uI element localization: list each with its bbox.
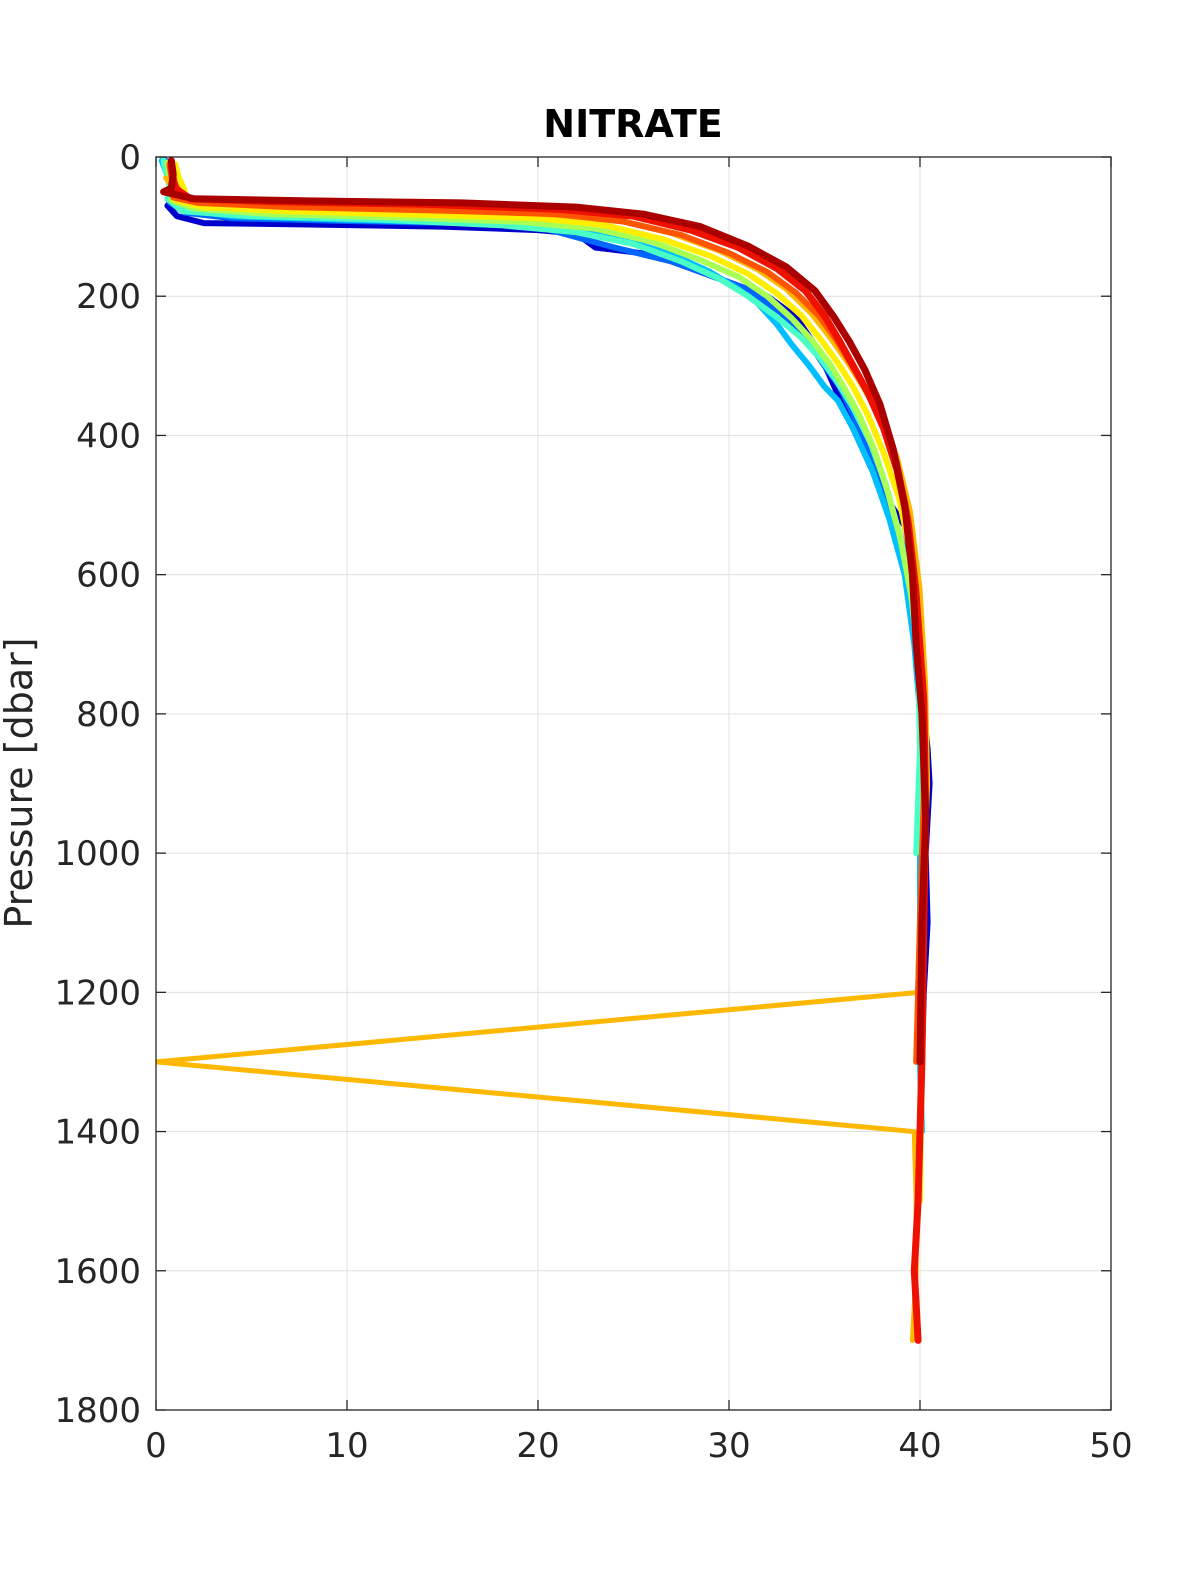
chart-title: NITRATE [543, 102, 722, 146]
y-tick-label: 1600 [54, 1252, 141, 1292]
series-lines [156, 157, 933, 1344]
series-line-2 [162, 157, 929, 926]
y-tick-label: 600 [76, 556, 141, 596]
axis-ticks [155, 156, 1112, 1411]
y-tick-label: 1800 [54, 1391, 141, 1431]
y-tick-label: 1400 [54, 1113, 141, 1153]
y-tick-label: 400 [76, 416, 141, 456]
y-axis-label: Pressure [dbar] [0, 637, 41, 928]
x-tick-label: 20 [516, 1426, 559, 1466]
plot-area-frame [155, 156, 1112, 1411]
x-tick-label: 50 [1089, 1426, 1132, 1466]
y-tick-label: 1200 [54, 973, 141, 1013]
series-line-10 [160, 157, 930, 1066]
y-tick-label: 1000 [54, 834, 141, 874]
x-tick-label: 40 [898, 1426, 941, 1466]
grid-lines [155, 156, 1112, 1411]
x-tick-label: 10 [325, 1426, 368, 1466]
y-tick-label: 0 [119, 138, 141, 178]
x-tick-label: 0 [145, 1426, 167, 1466]
y-tick-labels: 0 200 400 600 800 1000 1200 1400 1600 1800 [54, 138, 141, 1431]
y-tick-label: 800 [76, 695, 141, 735]
series-line-4 [160, 157, 923, 857]
x-tick-label: 30 [707, 1426, 750, 1466]
y-tick-label: 200 [76, 277, 141, 317]
x-tick-labels: 0 10 20 30 40 50 [145, 1426, 1132, 1466]
